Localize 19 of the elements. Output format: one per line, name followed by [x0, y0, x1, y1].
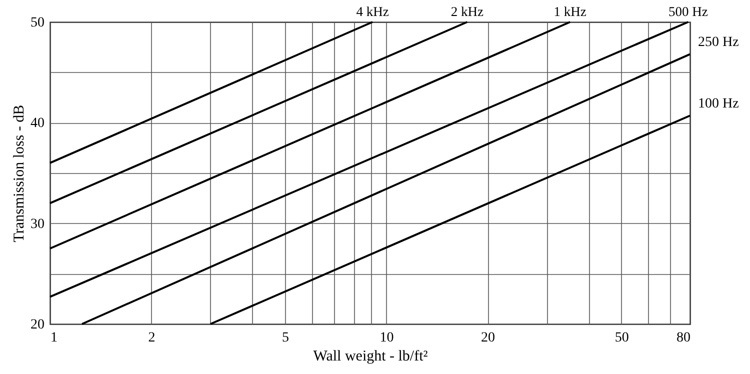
y-tick-label: 50	[30, 16, 44, 30]
series-label: 500 Hz	[668, 4, 708, 19]
x-tick-label: 1	[50, 330, 58, 346]
series-label: 1 kHz	[554, 4, 586, 19]
y-tick-label: 40	[30, 116, 44, 132]
x-tick-label: 50	[614, 330, 629, 346]
series-label: 4 kHz	[356, 4, 389, 19]
series-label: 2 kHz	[450, 4, 484, 19]
y-tick-label: 20	[30, 318, 44, 332]
y-axis-title: Transmission loss - dB	[12, 104, 28, 242]
x-tick-label: 80	[676, 330, 690, 346]
y-tick-label: 30	[30, 216, 44, 232]
x-tick-label: 2	[148, 330, 156, 346]
x-axis-title: Wall weight - lb/ft²	[313, 348, 428, 364]
series-label: 100 Hz	[698, 96, 739, 112]
x-tick-label: 10	[380, 330, 394, 346]
x-tick-label: 5	[282, 330, 290, 346]
x-tick-label: 20	[481, 330, 496, 346]
series-label: 250 Hz	[698, 35, 739, 50]
